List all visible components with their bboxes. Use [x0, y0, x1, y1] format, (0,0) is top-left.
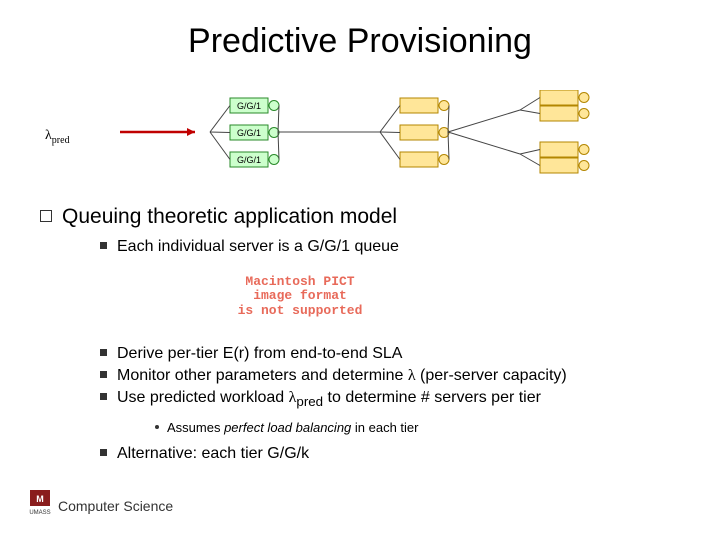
sub-sub-text: Assumes perfect load balancing in each t… — [167, 420, 418, 435]
bullet-root-text: Queuing theoretic application model — [62, 205, 397, 228]
round-dot-icon — [155, 425, 159, 429]
queuing-diagram: G/G/1 G/G/1 G/G/1 — [80, 90, 640, 180]
sub-bullet-4-text: Use predicted workload λpred to determin… — [117, 389, 541, 406]
square-dot-icon — [100, 349, 107, 356]
square-bullet-icon — [40, 210, 52, 222]
pict-line-3: is not supported — [210, 304, 390, 318]
bullet-root: Queuing theoretic application model — [40, 205, 397, 229]
square-dot-icon — [100, 242, 107, 249]
sub-bullet-1-text: Each individual server is a G/G/1 queue — [117, 238, 399, 255]
pict-error-box: Macintosh PICT image format is not suppo… — [210, 275, 390, 318]
sub-bullet-group: Derive per-tier E(r) from end-to-end SLA… — [100, 345, 567, 413]
umass-logo-icon: M UMASS — [28, 488, 52, 516]
svg-text:G/G/1: G/G/1 — [237, 155, 261, 165]
lambda-pred-label: λpred — [45, 128, 70, 146]
sub-bullet-last: Alternative: each tier G/G/k — [100, 445, 309, 467]
sub-bullet-last-text: Alternative: each tier G/G/k — [117, 445, 309, 462]
sub-bullet-3-text: Monitor other parameters and determine λ… — [117, 367, 567, 384]
sub-bullet-1: Each individual server is a G/G/1 queue — [100, 238, 399, 260]
square-dot-icon — [100, 449, 107, 456]
svg-text:UMASS: UMASS — [29, 510, 50, 516]
slide-title: Predictive Provisioning — [0, 22, 720, 61]
square-dot-icon — [100, 371, 107, 378]
pict-line-2: image format — [210, 289, 390, 303]
svg-text:M: M — [36, 494, 44, 504]
svg-text:G/G/1: G/G/1 — [237, 101, 261, 111]
footer-text: Computer Science — [58, 498, 173, 514]
square-dot-icon — [100, 393, 107, 400]
sub-bullet-2-text: Derive per-tier E(r) from end-to-end SLA — [117, 345, 402, 362]
pict-line-1: Macintosh PICT — [210, 275, 390, 289]
sub-sub-bullet: Assumes perfect load balancing in each t… — [155, 420, 418, 435]
svg-text:G/G/1: G/G/1 — [237, 128, 261, 138]
